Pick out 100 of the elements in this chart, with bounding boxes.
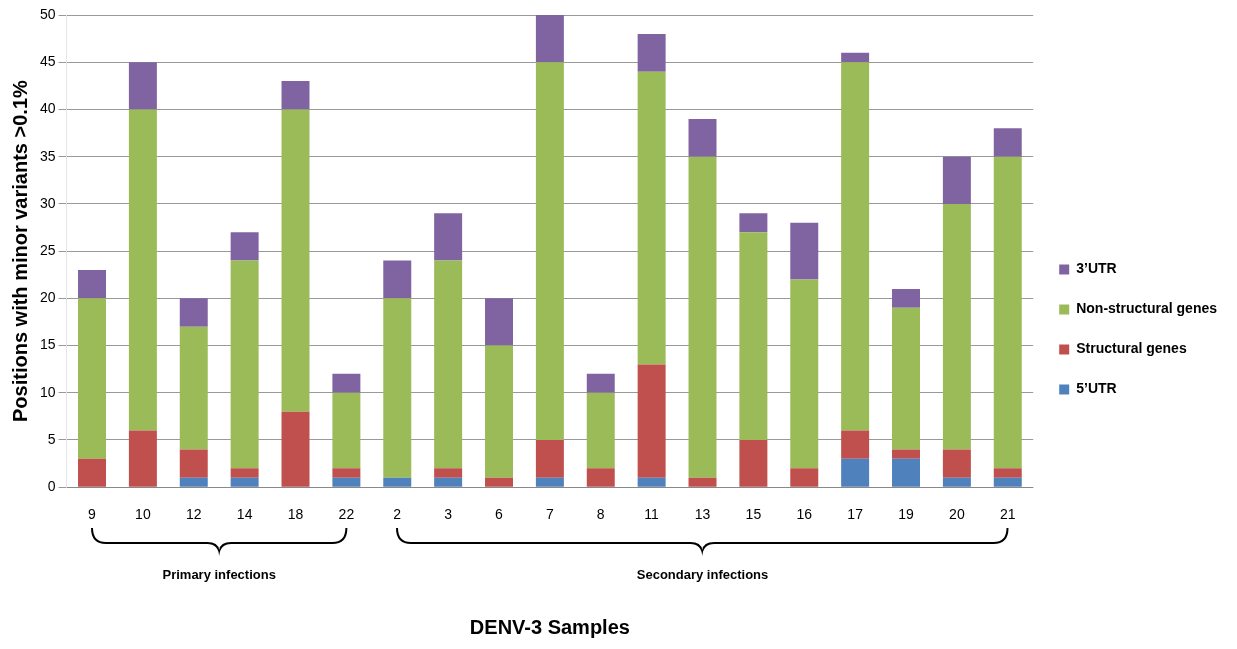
- bar: [434, 260, 463, 469]
- bar: [892, 449, 920, 459]
- bar: [179, 449, 208, 478]
- bar: [586, 373, 615, 393]
- bar: [993, 156, 1022, 469]
- legend-label: 3’UTR: [1076, 260, 1117, 277]
- x-tick-label: 9: [88, 506, 97, 523]
- bar: [332, 477, 361, 487]
- text: Secondary infections: [636, 567, 769, 583]
- y-tick-label: 5: [47, 430, 56, 447]
- text: Primary infections: [162, 567, 276, 583]
- bar: [841, 62, 870, 431]
- bar: [485, 345, 513, 478]
- bar: [993, 477, 1022, 487]
- legend-label: Structural genes: [1076, 340, 1187, 357]
- bar: [281, 411, 310, 487]
- y-tick-label: 15: [39, 336, 56, 353]
- legend-label: Non-structural genes: [1076, 300, 1218, 317]
- bar: [790, 222, 819, 280]
- bar: [434, 213, 463, 261]
- bar: [179, 326, 208, 450]
- bar: [230, 468, 259, 478]
- bar: [892, 307, 920, 450]
- bar: [230, 260, 259, 469]
- x-tick-label: 19: [898, 506, 915, 523]
- bar: [993, 128, 1022, 157]
- bar: [942, 449, 971, 478]
- x-tick-label: 22: [338, 506, 355, 523]
- y-tick-label: 30: [39, 194, 56, 211]
- bar: [230, 477, 259, 487]
- x-tick-label: 14: [236, 506, 253, 523]
- x-tick-label: 10: [135, 506, 151, 523]
- bar: [78, 458, 106, 487]
- y-tick-label: 40: [39, 100, 56, 117]
- bar: [535, 477, 564, 487]
- bar: [892, 458, 920, 487]
- x-tick-label: 15: [745, 506, 762, 523]
- x-tick-label: 8: [596, 506, 605, 523]
- bar: [535, 62, 564, 440]
- x-tick-label: 17: [847, 506, 864, 523]
- bar: [892, 288, 920, 308]
- y-tick-label: 0: [47, 478, 56, 495]
- bar: [434, 477, 463, 487]
- x-tick-label: 7: [545, 506, 554, 523]
- bar: [128, 430, 157, 487]
- bar: [688, 118, 717, 157]
- bar: [78, 298, 106, 459]
- bar: [637, 71, 666, 365]
- bar: [179, 477, 208, 487]
- x-tick-label: 11: [644, 506, 660, 523]
- bar: [281, 81, 310, 110]
- bar: [485, 298, 513, 346]
- bar: [790, 279, 819, 469]
- x-tick-label: 2: [393, 506, 402, 523]
- y-axis-title: Positions with minor variants >0.1%: [8, 80, 31, 422]
- y-tick-label: 25: [39, 241, 56, 258]
- x-tick-label: 16: [796, 506, 813, 523]
- x-axis-title: DENV-3 Samples: [469, 615, 630, 638]
- bar: [637, 33, 666, 72]
- bar: [434, 468, 463, 478]
- legend-label: 5’UTR: [1076, 380, 1117, 397]
- y-tick-label: 45: [39, 53, 56, 70]
- bar: [841, 52, 870, 63]
- bar: [332, 373, 361, 393]
- y-tick-label: 50: [39, 5, 56, 22]
- bar: [586, 468, 615, 487]
- bar: [332, 392, 361, 469]
- bar: [383, 477, 412, 487]
- bar: [993, 468, 1022, 478]
- bar: [535, 15, 564, 63]
- y-tick-label: 20: [39, 289, 56, 306]
- bar: [688, 156, 717, 478]
- bar: [128, 109, 157, 431]
- x-tick-label: 3: [444, 506, 453, 523]
- bar: [535, 439, 564, 478]
- y-tick-label: 35: [39, 147, 56, 164]
- bar: [637, 364, 666, 478]
- bar: [790, 468, 819, 487]
- bar: [739, 213, 768, 233]
- bar: [586, 392, 615, 469]
- x-tick-label: 21: [999, 506, 1016, 523]
- bar: [230, 232, 259, 261]
- bar: [383, 298, 412, 478]
- bar: [383, 260, 412, 299]
- y-tick-label: 10: [39, 383, 56, 400]
- bar: [942, 477, 971, 487]
- bar: [942, 156, 971, 204]
- x-tick-label: 13: [694, 506, 711, 523]
- bar: [332, 468, 361, 478]
- bar: [739, 439, 768, 487]
- x-tick-label: 20: [949, 506, 965, 523]
- bar: [942, 203, 971, 450]
- bar: [128, 62, 157, 110]
- bar: [78, 269, 106, 299]
- bar: [637, 477, 666, 487]
- x-tick-label: 12: [185, 506, 202, 523]
- x-tick-label: 18: [287, 506, 304, 523]
- bar: [841, 430, 870, 459]
- bar: [688, 477, 717, 487]
- bar: [179, 298, 208, 327]
